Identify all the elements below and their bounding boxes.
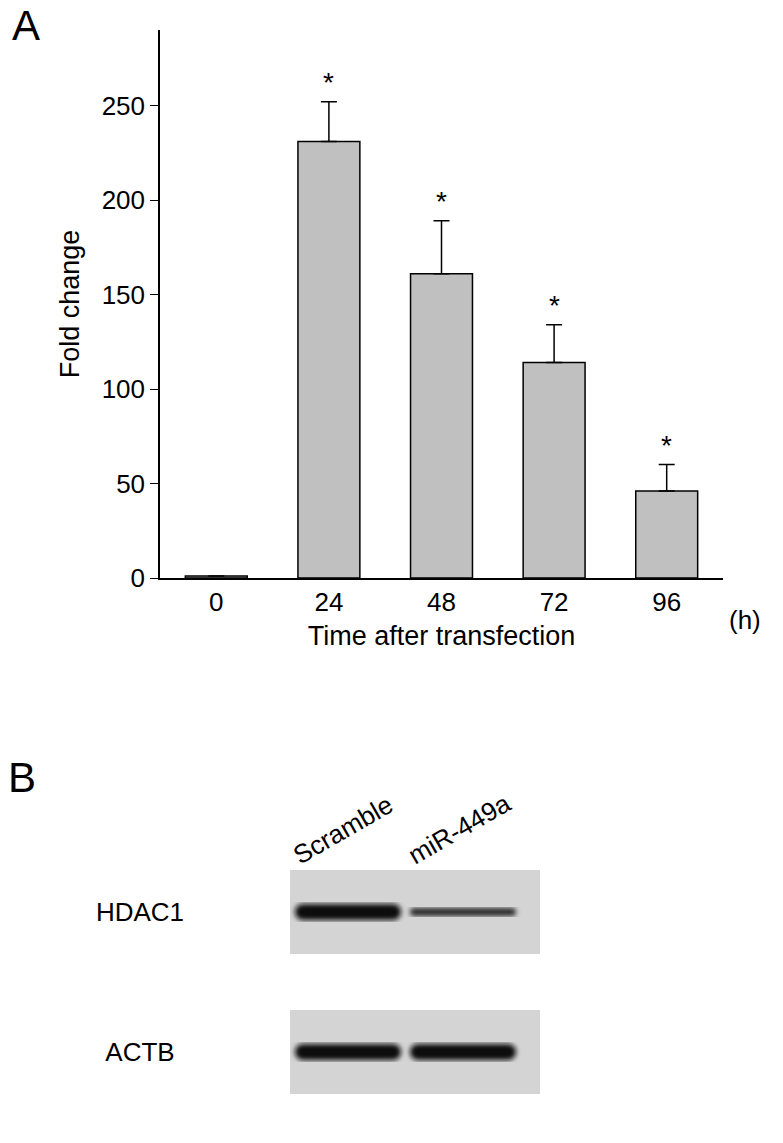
svg-text:200: 200 [102,185,145,215]
svg-text:150: 150 [102,280,145,310]
svg-text:(h): (h) [729,605,761,635]
svg-text:250: 250 [102,91,145,121]
svg-text:*: * [323,67,334,98]
svg-text:*: * [661,430,672,461]
svg-text:100: 100 [102,374,145,404]
svg-text:Scramble: Scramble [288,789,398,870]
svg-text:Time after transfection: Time after transfection [308,621,576,651]
svg-text:48: 48 [427,587,456,617]
svg-text:*: * [549,290,560,321]
svg-text:HDAC1: HDAC1 [96,897,184,927]
svg-text:96: 96 [652,587,681,617]
svg-text:B: B [8,754,36,801]
svg-text:*: * [436,186,447,217]
svg-text:0: 0 [131,563,145,593]
svg-text:72: 72 [540,587,569,617]
svg-text:0: 0 [209,587,223,617]
svg-text:50: 50 [116,469,145,499]
svg-text:ACTB: ACTB [105,1037,174,1067]
svg-text:24: 24 [314,587,343,617]
svg-text:A: A [12,2,40,49]
svg-text:miR-449a: miR-449a [403,788,516,871]
svg-text:Fold change: Fold change [55,230,85,379]
